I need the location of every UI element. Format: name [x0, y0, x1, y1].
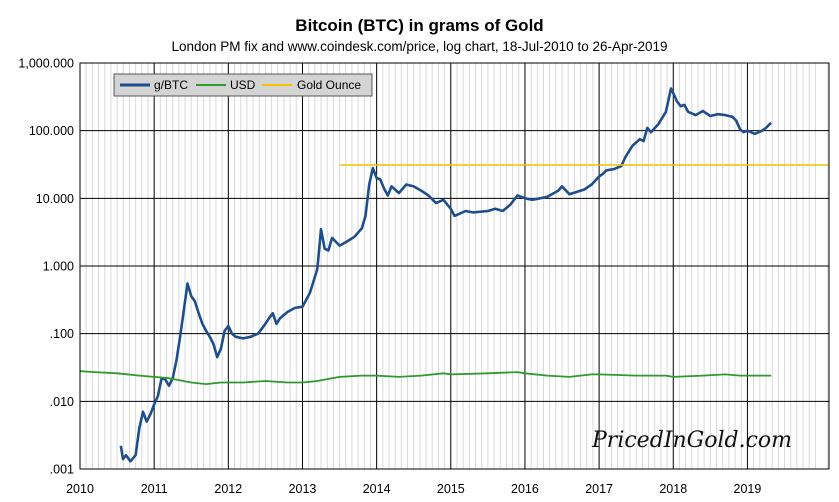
x-tick-label: 2014 [363, 482, 391, 496]
x-tick-label: 2018 [659, 482, 687, 496]
x-tick-label: 2012 [214, 482, 242, 496]
x-tick-label: 2019 [734, 482, 762, 496]
x-tick-label: 2013 [289, 482, 317, 496]
y-tick-label: 100.000 [29, 124, 74, 138]
x-axis-ticks: 2010 2011 2012 2013 2014 2015 2016 2017 2018 2019 [66, 482, 761, 496]
y-tick-label: .001 [50, 463, 74, 477]
y-tick-label: 1.000 [43, 260, 74, 274]
y-axis-ticks: 1,000.000 100.000 10.000 1.000 .100 .010 .001 [18, 57, 74, 477]
chart-title: Bitcoin (BTC) in grams of Gold [295, 16, 544, 35]
legend-box [113, 73, 373, 97]
x-tick-label: 2015 [437, 482, 465, 496]
x-tick-label: 2016 [511, 482, 539, 496]
chart-subtitle: London PM fix and www.coindesk.com/price… [171, 39, 668, 54]
x-tick-label: 2017 [585, 482, 613, 496]
legend-label-gold: Gold Ounce [297, 78, 361, 92]
legend: g/BTC USD Gold Ounce [113, 73, 373, 97]
y-tick-label: 10.000 [36, 192, 74, 206]
y-tick-label: .100 [50, 327, 74, 341]
legend-label-gbtc: g/BTC [154, 78, 188, 92]
watermark-logo: PricedInGold.com [592, 428, 792, 453]
series-line-usd [79, 370, 772, 385]
grid-lines [79, 62, 829, 470]
series-line-gbtc [119, 87, 772, 463]
y-tick-label: .010 [50, 395, 74, 409]
x-tick-label: 2010 [66, 482, 94, 496]
y-tick-label: 1,000.000 [18, 57, 74, 71]
series-lines [79, 87, 829, 463]
plot-frame [79, 62, 830, 470]
legend-label-usd: USD [230, 78, 256, 92]
x-tick-label: 2011 [141, 482, 168, 496]
